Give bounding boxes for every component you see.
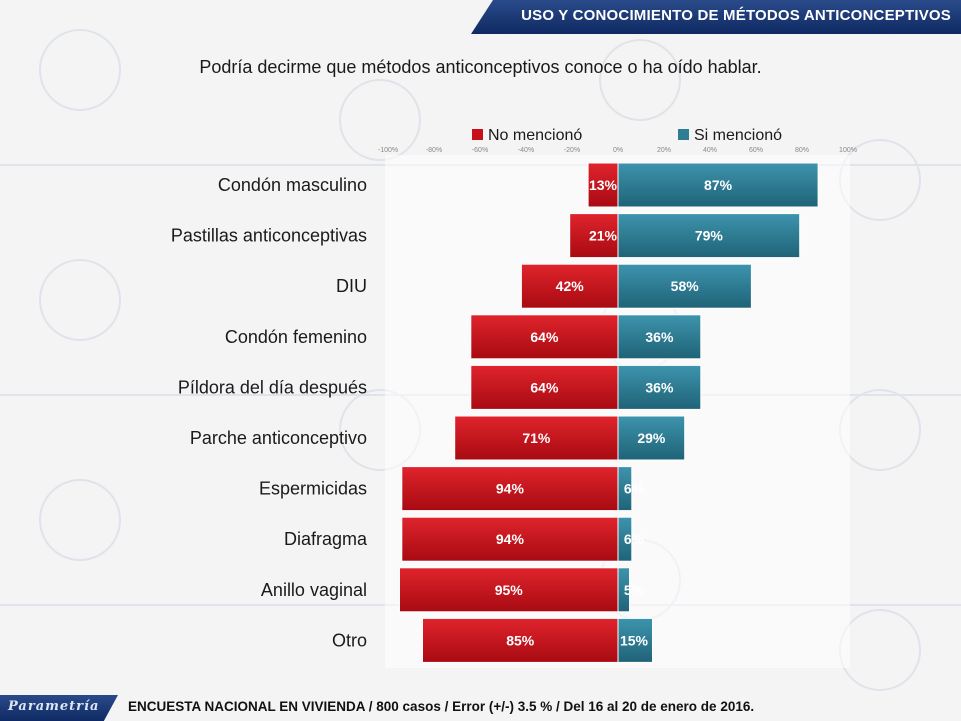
category-label: Pastillas anticonceptivas — [171, 226, 367, 246]
data-label-si: 6% — [624, 481, 645, 497]
legend-item-no: No mencionó — [472, 127, 582, 145]
category-label: Condón masculino — [218, 175, 367, 195]
data-label-si: 36% — [645, 379, 674, 395]
x-tick-label: 0% — [613, 147, 623, 154]
bar-si-menciono — [617, 415, 686, 461]
bar-si-menciono — [617, 263, 752, 309]
page-title: USO Y CONOCIMIENTO DE MÉTODOS ANTICONCEP… — [521, 7, 951, 24]
data-label-no: 95% — [495, 582, 524, 598]
legend-swatch-si — [678, 129, 689, 140]
data-label-si: 15% — [620, 632, 649, 648]
data-label-no: 71% — [522, 430, 551, 446]
logo-text: Parametría — [8, 699, 100, 714]
bar-si-menciono — [617, 567, 630, 613]
x-tick-label: -80% — [426, 147, 442, 154]
data-label-si: 29% — [637, 430, 666, 446]
data-label-si: 5% — [624, 582, 645, 598]
data-label-si: 6% — [624, 531, 645, 547]
x-tick-label: -40% — [518, 147, 534, 154]
bar-no-menciono — [520, 263, 619, 309]
category-label: Diafragma — [284, 529, 368, 549]
x-tick-label: 80% — [795, 147, 809, 154]
survey-question: Podría decirme que métodos anticonceptiv… — [199, 57, 762, 77]
bar-no-menciono — [399, 567, 619, 613]
legend-label-si: Si mencionó — [694, 127, 783, 144]
x-tick-label: 20% — [657, 147, 671, 154]
data-label-si: 58% — [671, 278, 700, 294]
bar-si-menciono — [617, 162, 819, 208]
bar-no-menciono — [422, 617, 619, 663]
data-label-no: 94% — [496, 531, 525, 547]
data-label-no: 85% — [506, 632, 535, 648]
category-label: Anillo vaginal — [261, 580, 367, 600]
data-label-si: 79% — [695, 228, 724, 244]
category-label: Otro — [332, 630, 367, 650]
legend-item-si: Si mencionó — [678, 127, 782, 145]
bar-si-menciono — [617, 314, 702, 360]
category-label: Condón femenino — [225, 327, 367, 347]
data-label-no: 94% — [496, 481, 525, 497]
legend-swatch-no — [472, 129, 483, 140]
bar-no-menciono — [470, 314, 619, 360]
x-tick-label: 100% — [839, 147, 857, 154]
category-label: Píldora del día después — [178, 377, 367, 397]
bar-no-menciono — [454, 415, 619, 461]
bar-no-menciono — [401, 516, 619, 562]
bar-no-menciono — [470, 364, 619, 410]
bar-si-menciono — [617, 364, 702, 410]
parametria-logo: Parametría — [0, 695, 118, 721]
data-label-no: 21% — [589, 228, 618, 244]
bar-si-menciono — [617, 516, 633, 562]
data-label-si: 87% — [704, 177, 733, 193]
x-tick-label: 60% — [749, 147, 763, 154]
category-label: Espermicidas — [259, 479, 367, 499]
x-tick-label: -100% — [378, 147, 398, 154]
bar-si-menciono — [617, 466, 633, 512]
legend-label-no: No mencionó — [488, 127, 583, 144]
bar-no-menciono — [401, 466, 619, 512]
data-label-no: 13% — [589, 177, 618, 193]
bar-no-menciono — [587, 162, 619, 208]
bar-si-menciono — [617, 213, 801, 259]
bar-si-menciono — [617, 617, 653, 663]
footer: Parametría ENCUESTA NACIONAL EN VIVIENDA… — [0, 695, 961, 721]
data-label-no: 42% — [556, 278, 585, 294]
data-label-si: 36% — [645, 329, 674, 345]
x-tick-label: -20% — [564, 147, 580, 154]
data-label-no: 64% — [530, 379, 559, 395]
x-tick-label: 40% — [703, 147, 717, 154]
bar-no-menciono — [569, 213, 619, 259]
category-label: Parche anticonceptivo — [190, 428, 367, 448]
category-label: DIU — [336, 276, 367, 296]
survey-note: ENCUESTA NACIONAL EN VIVIENDA / 800 caso… — [128, 699, 755, 714]
data-label-no: 64% — [530, 329, 559, 345]
x-tick-label: -60% — [472, 147, 488, 154]
header-bar: USO Y CONOCIMIENTO DE MÉTODOS ANTICONCEP… — [471, 0, 961, 34]
